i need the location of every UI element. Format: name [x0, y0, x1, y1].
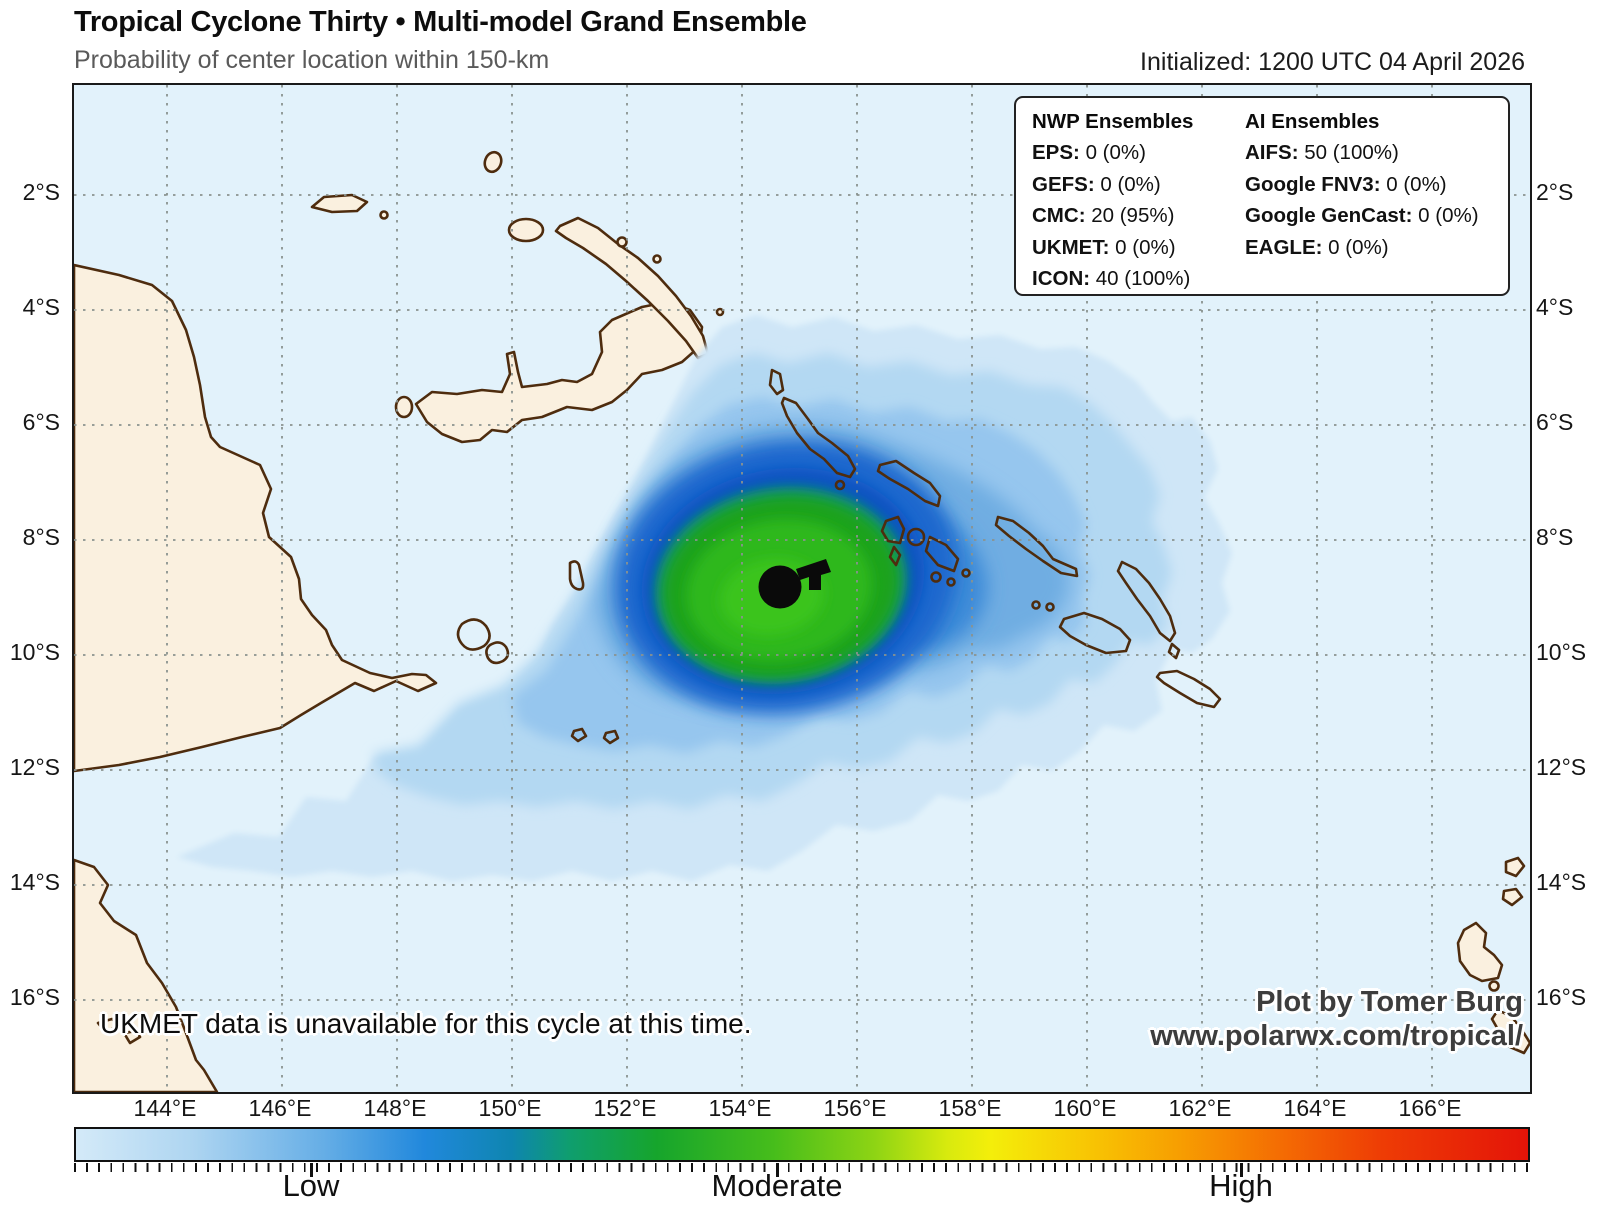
islet-1: [379, 210, 389, 220]
lon-label-146e: 146°E: [248, 1095, 312, 1121]
legend-item-eps: EPS0 (0%): [1032, 137, 1237, 169]
sliver-sw-nb: [568, 560, 585, 591]
russell-islet-1: [1031, 600, 1041, 610]
lat-label-16s-right: 16°S: [1536, 984, 1587, 1010]
graticule: [74, 85, 1530, 1092]
vanuatu-islets: [1501, 856, 1526, 907]
ng-islet-2: [946, 577, 956, 587]
lon-label-162e: 162°E: [1168, 1095, 1232, 1121]
nwp-ensembles-column: NWP Ensembles EPS0 (0%) GEFS0 (0%) CMC20…: [1032, 106, 1237, 290]
lat-label-8s-left: 8°S: [22, 524, 60, 550]
colorbar-minor-ticks: [74, 1163, 1531, 1172]
legend-item-icon: ICON40 (100%): [1032, 263, 1237, 295]
buka-outline: [768, 368, 785, 396]
ai-ensembles-column: AI Ensembles AIFS50 (100%) Google FNV30 …: [1245, 106, 1494, 286]
ai-ensembles-header: AI Ensembles: [1245, 110, 1380, 133]
plot-title: Tropical Cyclone Thirty • Multi-model Gr…: [74, 6, 807, 38]
ng-islet-3: [961, 568, 971, 578]
island-outlines: [456, 368, 1222, 745]
colorbar-major-tick-low: [310, 1163, 313, 1177]
lat-label-4s-left: 4°S: [22, 294, 60, 320]
legend-item-eagle: EAGLE0 (0%): [1245, 232, 1494, 264]
island-west-nb: [394, 395, 414, 419]
lon-label-160e: 160°E: [1053, 1095, 1117, 1121]
png-mainland: [74, 263, 438, 773]
legend-item-ukmet: UKMET0 (0%): [1032, 232, 1237, 264]
island-small-north: [483, 150, 503, 174]
vanuatu-santo: [1456, 921, 1504, 983]
islet-4: [715, 307, 725, 317]
legend-item-aifs: AIFS50 (100%): [1245, 137, 1494, 169]
island-manus: [310, 193, 369, 214]
guadalcanal-outline: [1058, 611, 1132, 655]
shortland-islet: [834, 479, 846, 491]
landmasses: [74, 150, 1530, 1092]
new-hanover: [507, 217, 545, 243]
islet-3: [652, 254, 662, 264]
louisiade-islets: [570, 727, 620, 745]
credit-author: Plot by Tomer Burg: [1256, 986, 1523, 1018]
lat-label-12s-left: 12°S: [9, 754, 60, 780]
colorbar-label-low: Low: [282, 1168, 340, 1203]
lon-label-154e: 154°E: [708, 1095, 772, 1121]
map-canvas: [74, 85, 1530, 1092]
vanuatu-malakula: [1490, 1008, 1530, 1055]
lon-label-166e: 166°E: [1398, 1095, 1462, 1121]
colorbar-major-tick-moderate: [776, 1163, 779, 1177]
legend-item-google-gencast: Google GenCast0 (0%): [1245, 200, 1494, 232]
lon-label-152e: 152°E: [593, 1095, 657, 1121]
lon-label-164e: 164°E: [1283, 1095, 1347, 1121]
lon-label-150e: 150°E: [478, 1095, 542, 1121]
lon-label-144e: 144°E: [133, 1095, 197, 1121]
cyclone-center-marker: [758, 559, 831, 609]
australia-cape-york: [74, 858, 219, 1092]
lat-label-16s-left: 16°S: [9, 984, 60, 1010]
colorbar-label-high: High: [1209, 1168, 1273, 1203]
lat-label-8s-right: 8°S: [1536, 524, 1574, 550]
malaita-outline: [1116, 560, 1181, 660]
plot-subtitle: Probability of center location within 15…: [74, 46, 550, 74]
colorbar-label-moderate: Moderate: [711, 1168, 843, 1203]
santa-isabel-outline: [994, 515, 1079, 578]
lon-label-156e: 156°E: [823, 1095, 887, 1121]
colorbar-major-tick-high: [1240, 1163, 1243, 1177]
makira-outline: [1155, 669, 1222, 709]
lat-label-2s-left: 2°S: [22, 179, 60, 205]
lat-label-14s-right: 14°S: [1536, 869, 1587, 895]
nwp-ensembles-header: NWP Ensembles: [1032, 110, 1194, 133]
ng-islet-1: [930, 571, 942, 583]
legend-item-google-fnv3: Google FNV30 (0%): [1245, 169, 1494, 201]
lat-label-6s-right: 6°S: [1536, 409, 1574, 435]
lat-label-10s-right: 10°S: [1536, 639, 1587, 665]
dentrecasteaux-outline: [456, 618, 510, 665]
russell-islet-2: [1045, 602, 1055, 612]
lat-label-6s-left: 6°S: [22, 409, 60, 435]
probability-colorbar: [74, 1127, 1530, 1162]
lat-label-10s-left: 10°S: [9, 639, 60, 665]
lat-label-4s-right: 4°S: [1536, 294, 1574, 320]
initialization-time: Initialized: 1200 UTC 04 April 2026: [1140, 48, 1525, 76]
credit-url: www.polarwx.com/tropical/: [1150, 1020, 1523, 1052]
legend-item-gefs: GEFS0 (0%): [1032, 169, 1237, 201]
lon-label-158e: 158°E: [938, 1095, 1002, 1121]
ensemble-legend: NWP Ensembles EPS0 (0%) GEFS0 (0%) CMC20…: [1014, 96, 1510, 296]
vanuatu-islet-small: [1488, 980, 1500, 992]
lat-label-12s-right: 12°S: [1536, 754, 1587, 780]
bougainville-outline: [780, 396, 857, 479]
ukmet-unavailable-note: UKMET data is unavailable for this cycle…: [100, 1008, 752, 1039]
new-georgia-outline: [880, 515, 960, 573]
lon-label-148e: 148°E: [363, 1095, 427, 1121]
islet-2: [616, 236, 628, 248]
map-frame: [72, 83, 1532, 1094]
choiseul-outline: [876, 459, 942, 508]
torres-islets: [96, 1017, 142, 1045]
lat-label-14s-left: 14°S: [9, 869, 60, 895]
legend-item-cmc: CMC20 (95%): [1032, 200, 1237, 232]
kolombangara-outline: [906, 527, 926, 547]
lat-label-2s-right: 2°S: [1536, 179, 1574, 205]
